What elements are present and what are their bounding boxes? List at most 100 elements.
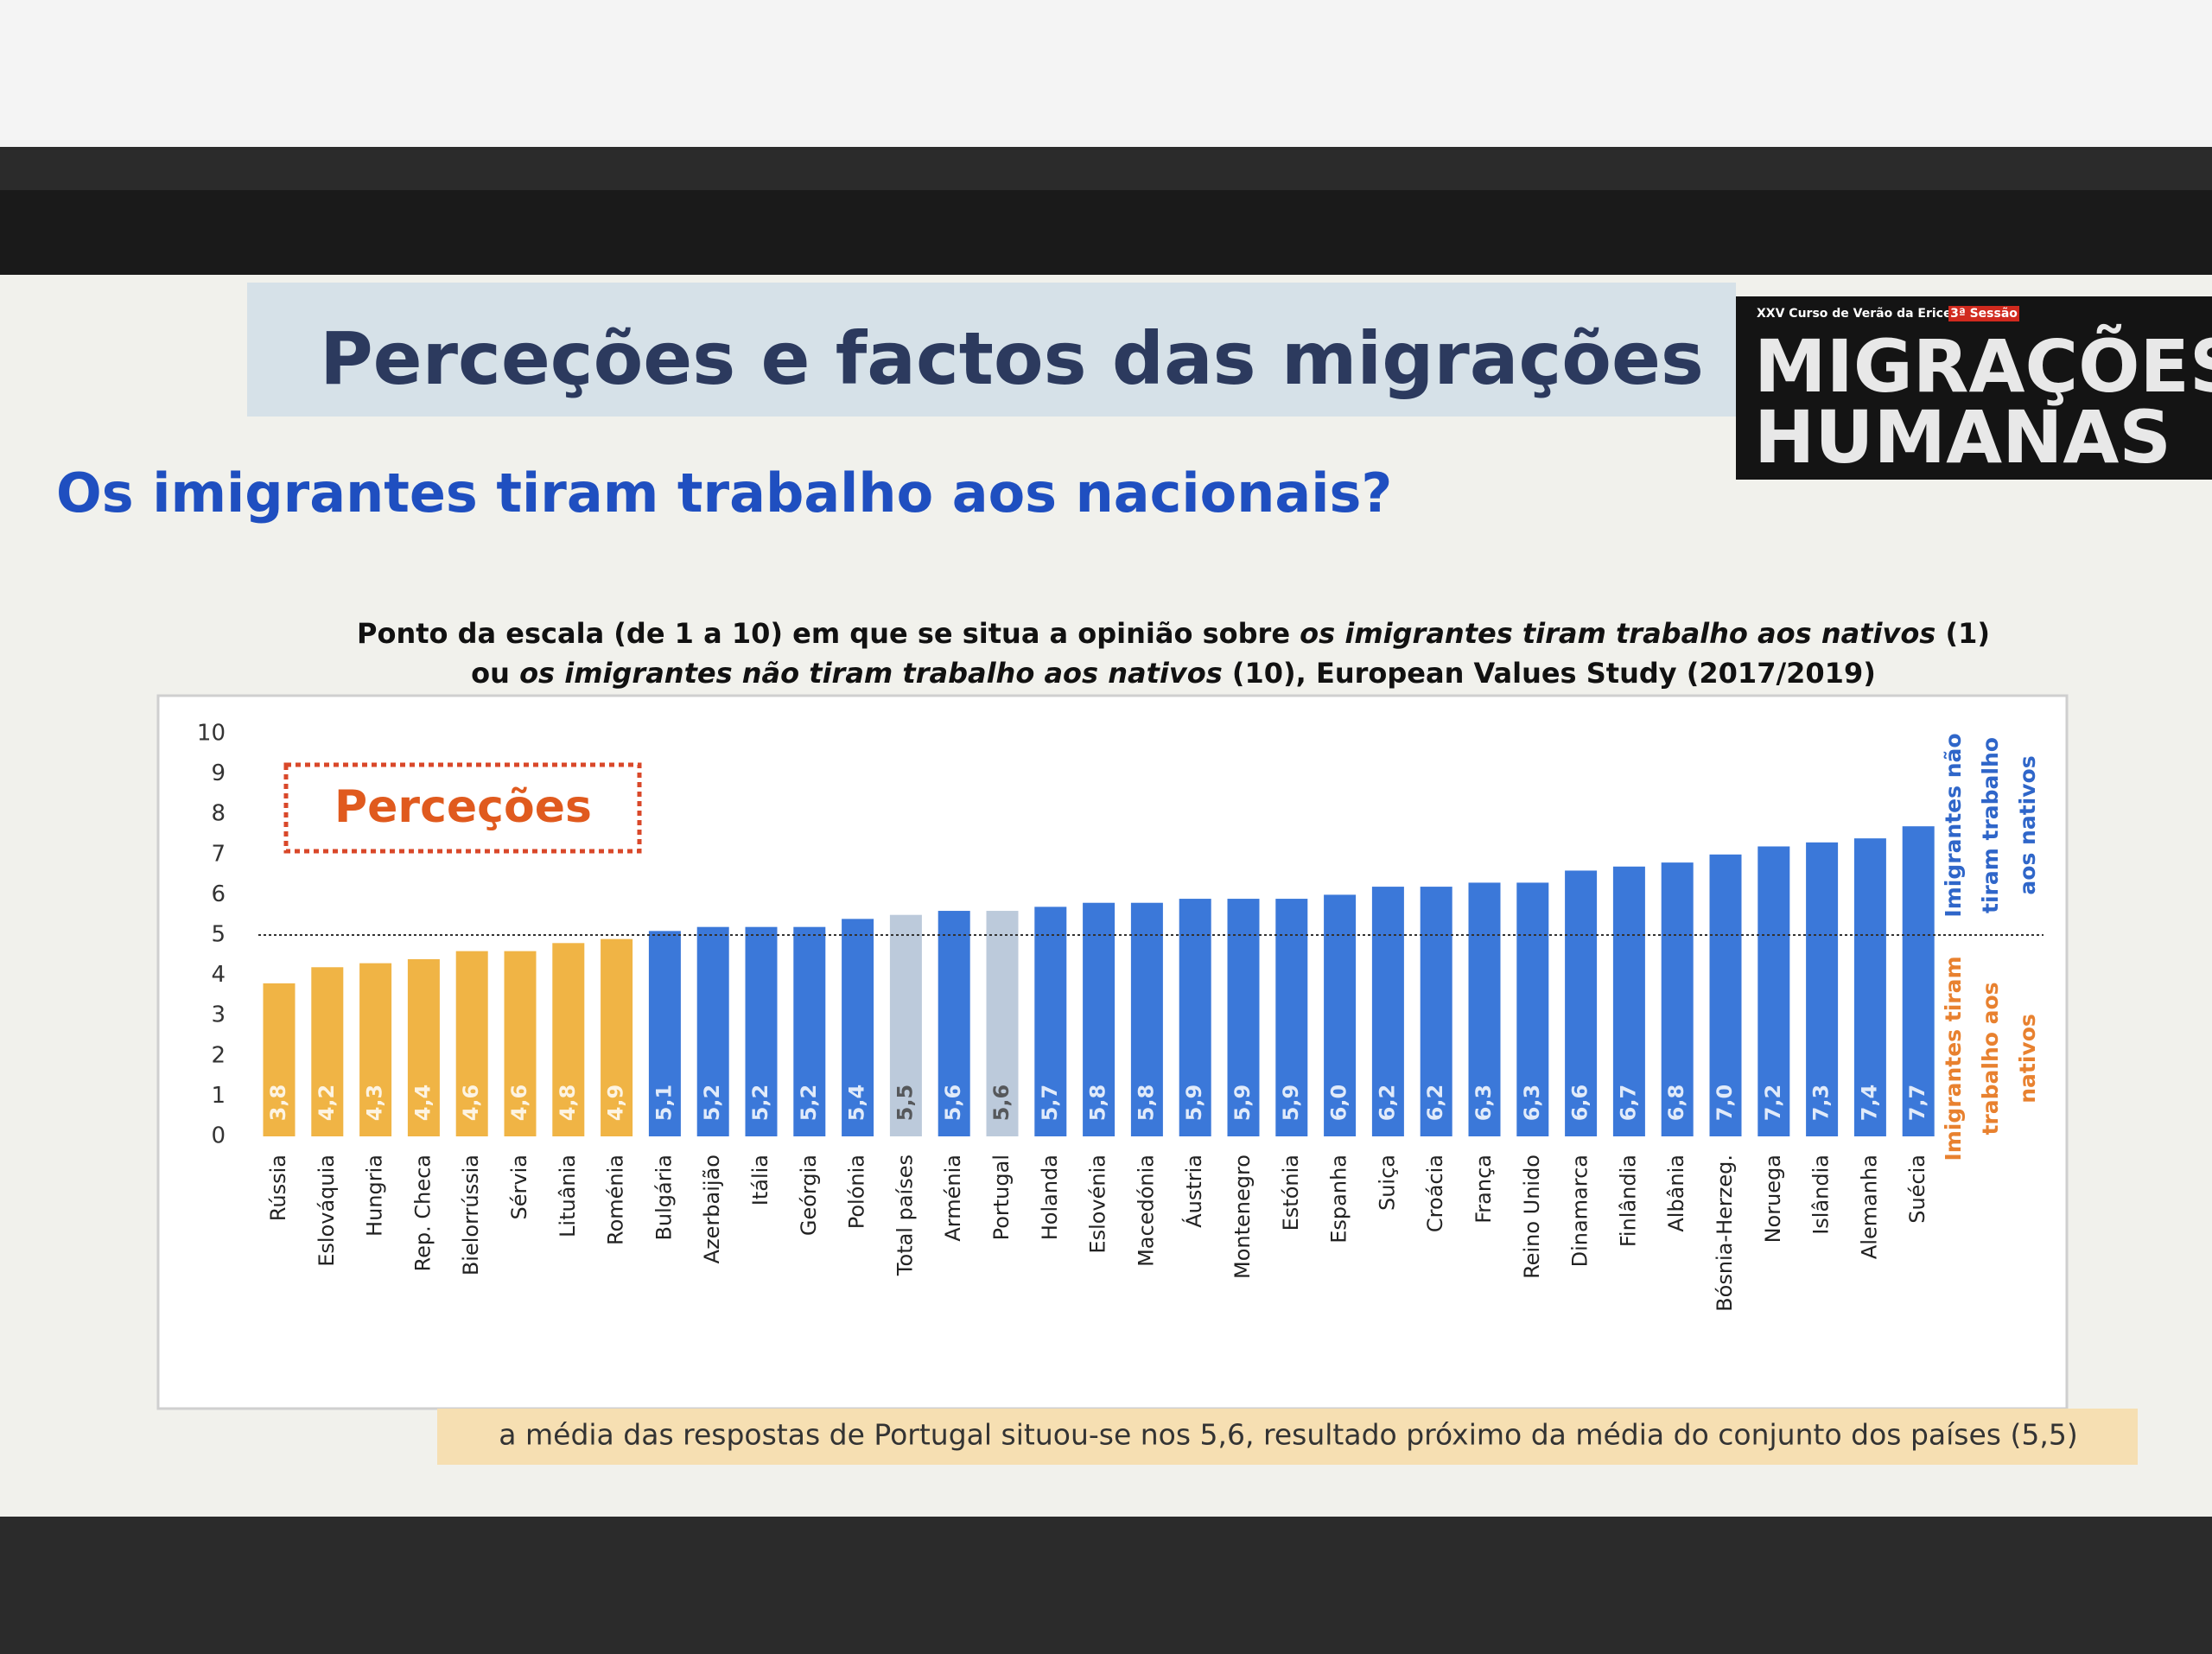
y-tick-label: 6 (211, 881, 226, 907)
bar (1902, 826, 1935, 1136)
bar (359, 963, 392, 1136)
bar (1371, 887, 1404, 1136)
x-tick-label: Rep. Checa (410, 1155, 435, 1272)
bar (263, 983, 296, 1136)
y-tick-label: 3 (211, 1002, 226, 1028)
value-label: 4,6 (459, 1085, 483, 1122)
x-tick-label: Albânia (1664, 1155, 1688, 1232)
value-label: 4,4 (410, 1085, 435, 1122)
side-label: tiram trabalho (1978, 737, 2003, 913)
bar (648, 931, 681, 1136)
value-label: 7,4 (1857, 1085, 1881, 1122)
slide-subtitle: Os imigrantes tiram trabalho aos naciona… (56, 461, 1392, 525)
bar (1227, 899, 1260, 1136)
bar (1565, 870, 1598, 1136)
value-label: 5,9 (1230, 1085, 1255, 1122)
wall (0, 0, 2212, 147)
bar (1853, 838, 1886, 1136)
x-tick-label: Arménia (941, 1155, 965, 1242)
value-label: 4,6 (507, 1085, 531, 1122)
x-tick-label: Bielorrússia (459, 1155, 483, 1275)
value-label: 6,2 (1423, 1085, 1447, 1122)
chart-title-part: (10), European Values Study (2017/2019) (1223, 657, 1876, 690)
value-label: 6,3 (1471, 1085, 1496, 1122)
x-tick-label: Suécia (1905, 1155, 1929, 1224)
x-tick-label: Portugal (989, 1155, 1014, 1240)
slide-title: Perceções e factos das migrações (320, 316, 1704, 401)
bar (1130, 902, 1163, 1136)
bar (1420, 887, 1452, 1136)
bar (1806, 842, 1839, 1136)
bar (1661, 862, 1694, 1136)
x-tick-label: Dinamarca (1568, 1155, 1592, 1267)
value-label: 5,5 (893, 1085, 917, 1122)
logo-session-bg (1948, 306, 2019, 321)
x-tick-label: Montenegro (1230, 1155, 1255, 1279)
bar (1612, 866, 1645, 1136)
chart-title-part: (1) (1936, 617, 1990, 650)
x-tick-label: Finlândia (1616, 1155, 1640, 1247)
bar (1083, 902, 1116, 1136)
value-label: 5,4 (845, 1085, 869, 1122)
logo-course: XXV Curso de Verão da Ericeira (1757, 307, 1970, 321)
x-tick-label: Reino Unido (1520, 1155, 1544, 1279)
y-tick-label: 5 (211, 922, 226, 948)
x-tick-label: Hungria (363, 1155, 387, 1237)
bar (1758, 846, 1790, 1136)
monitor-top (0, 190, 2212, 277)
y-tick-label: 2 (211, 1042, 226, 1068)
y-tick-label: 9 (211, 760, 226, 786)
title-banner (247, 283, 1736, 417)
value-label: 5,8 (1086, 1085, 1110, 1122)
annotation-box (283, 762, 642, 854)
value-label: 5,2 (748, 1085, 772, 1122)
bar (1034, 907, 1067, 1136)
logo-session: 3ª Sessão (1950, 307, 2018, 321)
side-label: Imigrantes tiram (1941, 956, 1966, 1161)
x-tick-label: França (1471, 1155, 1496, 1224)
x-tick-label: Roménia (604, 1155, 628, 1245)
annotation: Perceções (334, 781, 592, 833)
x-tick-label: Rússia (266, 1155, 290, 1221)
y-tick-label: 0 (211, 1123, 226, 1149)
value-label: 5,1 (652, 1085, 676, 1122)
x-tick-label: Alemanha (1857, 1155, 1881, 1259)
chart-title: Ponto da escala (de 1 a 10) em que se si… (357, 617, 1990, 650)
x-tick-label: Espanha (1327, 1155, 1351, 1244)
logo (1736, 296, 2212, 480)
chart-title: ou os imigrantes não tiram trabalho aos … (471, 657, 1876, 690)
bar (1275, 899, 1308, 1136)
note: a média das respostas de Portugal situou… (499, 1418, 2077, 1452)
bar (1179, 899, 1211, 1136)
x-tick-label: Eslováquia (315, 1155, 339, 1267)
value-label: 5,2 (700, 1085, 724, 1122)
chart-title-part: os imigrantes não tiram trabalho aos nat… (519, 657, 1223, 690)
bar (696, 926, 729, 1136)
logo-line: MIGRAÇÕES (1754, 323, 2212, 409)
x-tick-label: Bulgária (652, 1155, 676, 1241)
value-label: 4,9 (604, 1085, 628, 1122)
side-label: trabalho aos (1978, 982, 2003, 1135)
value-label: 7,3 (1809, 1085, 1834, 1122)
y-tick-label: 4 (211, 962, 226, 988)
x-tick-label: Noruega (1761, 1155, 1785, 1243)
x-tick-label: Sérvia (507, 1155, 531, 1219)
x-tick-label: Macedónia (1134, 1155, 1158, 1267)
chart-title-part: ou (471, 657, 519, 690)
bar (986, 911, 1019, 1136)
bar (601, 938, 633, 1136)
logo-line: HUMANAS (1754, 395, 2171, 480)
value-label: 6,3 (1520, 1085, 1544, 1122)
value-label: 5,9 (1279, 1085, 1303, 1122)
bar (938, 911, 970, 1136)
value-label: 4,8 (556, 1085, 580, 1122)
value-label: 6,8 (1664, 1085, 1688, 1122)
bar (407, 958, 440, 1136)
y-tick-label: 1 (211, 1083, 226, 1109)
y-tick-label: 7 (211, 841, 226, 867)
y-tick-label: 10 (197, 721, 226, 747)
x-tick-label: Estónia (1279, 1155, 1303, 1231)
x-tick-label: Bósnia-Herzeg. (1713, 1155, 1737, 1312)
y-tick-label: 8 (211, 801, 226, 827)
